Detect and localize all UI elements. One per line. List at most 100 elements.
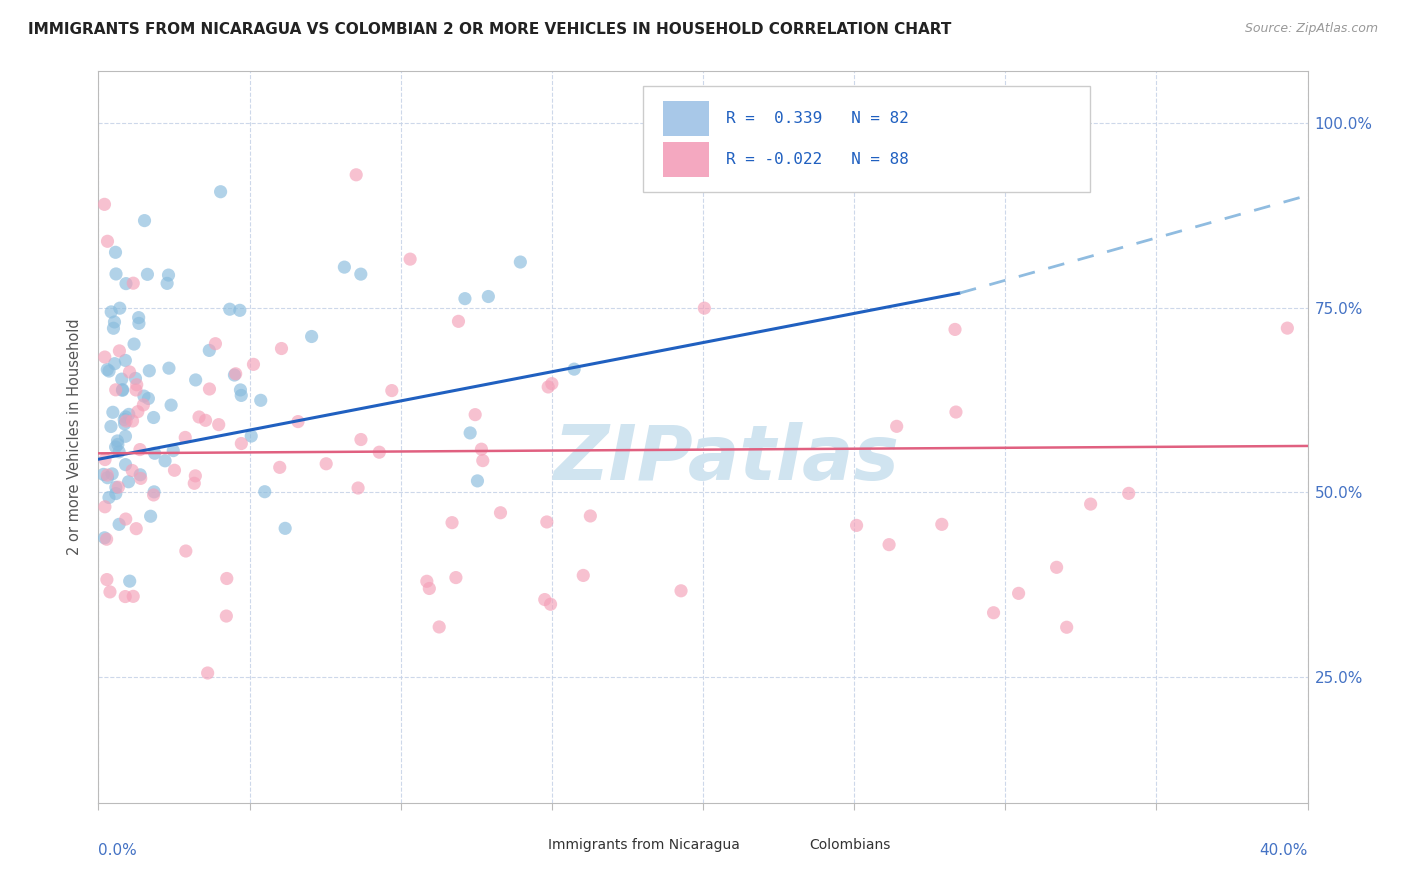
Point [315,457,337,471]
Point [105,267,128,281]
Point [134,213,156,227]
Point [114,590,136,604]
Point [108,343,131,358]
Point [418,582,440,596]
Point [416,574,439,589]
Point [381,384,404,398]
Point [153,454,176,468]
Point [112,412,135,426]
Point [118,365,141,379]
Point [121,414,143,428]
Point [101,467,124,481]
Point [117,475,139,489]
Point [115,414,138,428]
Bar [664,102,709,136]
Point [104,357,127,371]
Point [98,364,121,378]
Point [845,518,868,533]
Point [533,592,555,607]
Point [344,168,367,182]
Point [142,488,165,502]
Point [240,429,263,443]
Point [209,185,232,199]
Point [467,474,489,488]
Point [121,463,143,477]
Point [127,405,149,419]
Point [94,350,117,364]
Point [229,303,252,318]
Point [464,408,486,422]
Point [399,252,422,267]
Point [93,197,115,211]
Point [156,277,179,291]
Point [128,310,150,325]
Point [163,463,186,477]
Point [96,471,118,485]
Text: IMMIGRANTS FROM NICARAGUA VS COLOMBIAN 2 OR MORE VEHICLES IN HOUSEHOLD CORRELATI: IMMIGRANTS FROM NICARAGUA VS COLOMBIAN 2… [28,22,952,37]
Point [943,322,966,336]
Point [94,452,117,467]
Point [350,267,373,281]
Text: 0.0%: 0.0% [98,843,138,858]
Point [104,383,127,397]
Point [224,368,246,382]
Point [188,409,211,424]
Point [157,361,180,376]
Point [111,372,134,386]
Point [1056,620,1078,634]
Point [160,398,183,412]
Point [103,321,125,335]
Point [142,410,165,425]
Point [143,484,166,499]
Point [114,512,136,526]
Point [225,367,247,381]
Point [98,585,121,599]
Point [945,405,967,419]
Point [107,434,129,448]
Point [114,429,136,443]
Text: ZIPatlas: ZIPatlas [554,422,900,496]
Point [470,442,492,457]
Point [101,405,124,419]
Point [287,415,309,429]
Point [183,476,205,491]
Point [104,245,127,260]
Point [1118,486,1140,500]
Point [208,417,231,432]
Point [1277,321,1299,335]
Text: Immigrants from Nicaragua: Immigrants from Nicaragua [548,838,740,852]
Point [114,417,136,431]
Point [540,376,562,391]
Point [509,255,531,269]
Point [129,442,152,457]
Point [198,382,221,396]
Point [118,574,141,589]
Bar [516,834,543,856]
Point [157,268,180,282]
Point [447,314,470,328]
Bar [776,834,803,856]
Point [111,383,134,397]
Point [104,480,127,494]
Point [204,336,226,351]
Point [215,572,238,586]
Point [229,383,252,397]
Point [132,398,155,412]
Point [253,484,276,499]
Point [184,468,207,483]
Point [122,337,145,351]
Point [114,353,136,368]
Point [693,301,716,315]
Text: R = -0.022   N = 88: R = -0.022 N = 88 [725,152,908,167]
Point [572,568,595,582]
Point [877,538,900,552]
Point [669,583,692,598]
Point [107,437,129,451]
Point [125,383,148,397]
Point [162,443,184,458]
Point [114,458,136,472]
Point [96,362,118,376]
Point [129,471,152,485]
Point [104,440,127,454]
Point [108,517,131,532]
